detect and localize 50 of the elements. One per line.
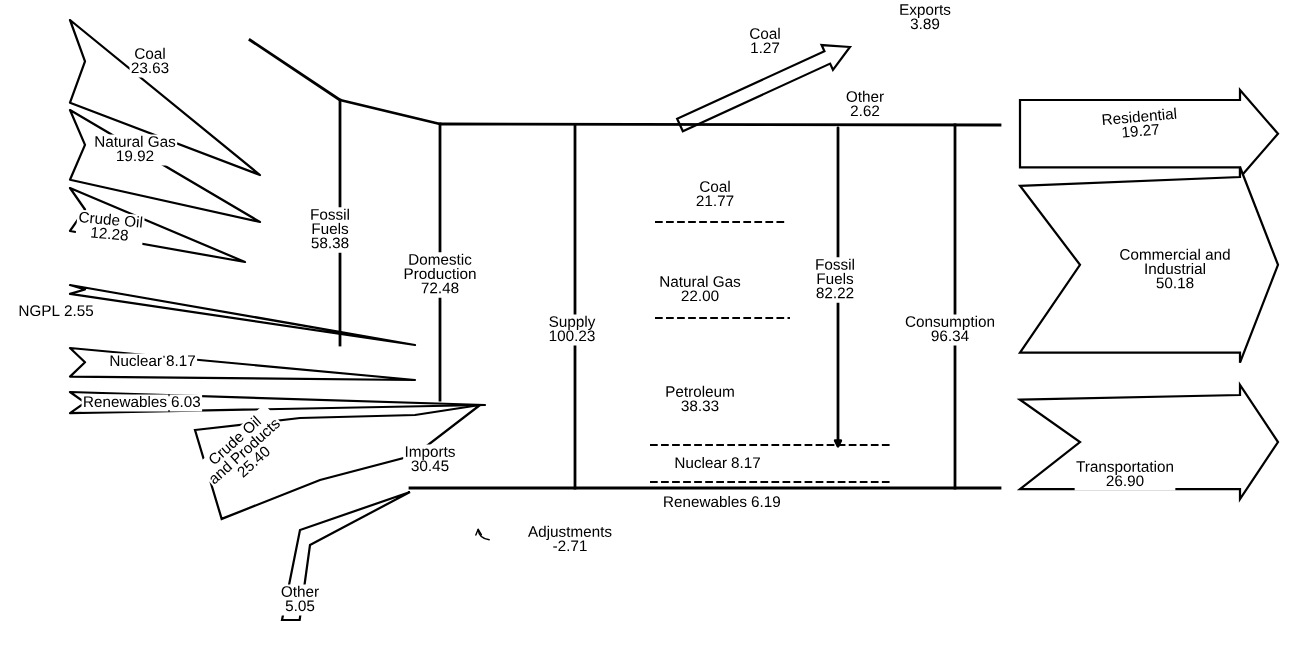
- data-label: 100.23: [549, 330, 595, 342]
- data-label: 8.17: [731, 457, 760, 469]
- data-label: 3.89: [910, 18, 940, 30]
- category-label: Other: [281, 585, 319, 597]
- data-label: 6.03: [171, 396, 201, 408]
- data-label: 19.92: [117, 150, 154, 162]
- category-label: Renewables: [84, 395, 167, 408]
- data-label: 2.55: [64, 305, 94, 317]
- category-label: Crude Oil: [78, 211, 143, 228]
- category-label: Nuclear: [110, 354, 162, 367]
- data-label: 50.18: [1156, 277, 1194, 289]
- data-label: 5.05: [285, 600, 315, 612]
- data-label: 58.38: [311, 237, 349, 249]
- category-label: NGPL: [19, 305, 60, 317]
- category-label: Fossil Fuels: [816, 258, 854, 285]
- category-label: Natural Gas: [660, 275, 741, 287]
- data-label: 38.33: [681, 400, 719, 412]
- data-label: 72.48: [421, 282, 459, 294]
- data-label: 96.34: [931, 330, 969, 342]
- category-label: Supply: [549, 315, 596, 330]
- category-label: Other: [846, 90, 884, 102]
- category-label: Natural Gas: [95, 135, 176, 147]
- data-label: 8.17: [166, 355, 195, 367]
- category-label: Coal: [750, 27, 780, 39]
- category-label: Nuclear: [675, 456, 727, 469]
- category-label: Fossil Fuels: [311, 208, 349, 235]
- category-label: Transportation: [1076, 460, 1173, 475]
- category-label: Coal: [700, 180, 730, 192]
- data-label: -2.71: [553, 540, 587, 552]
- data-label: 6.19: [751, 496, 781, 508]
- data-label: 2.62: [850, 105, 880, 117]
- data-label: 19.27: [1122, 123, 1160, 138]
- category-label: Renewables: [664, 495, 747, 508]
- category-label: Consumption: [905, 315, 995, 330]
- data-label: 21.77: [696, 195, 734, 207]
- category-label: Exports: [900, 4, 951, 18]
- category-label: Domestic Production: [404, 253, 476, 280]
- data-label: 30.45: [411, 460, 449, 472]
- data-label: 22.00: [681, 290, 719, 302]
- category-label: Imports: [405, 446, 455, 460]
- category-label: Petroleum: [666, 385, 734, 397]
- data-label: 12.28: [91, 226, 129, 241]
- category-label: Residential: [1102, 107, 1177, 126]
- data-label: 23.63: [131, 62, 169, 74]
- category-label: Coal: [135, 47, 165, 59]
- category-label: Commercial and Industrial: [1120, 248, 1230, 275]
- data-label: 1.27: [751, 42, 780, 54]
- category-label: Adjustments: [528, 525, 612, 540]
- data-label: 26.90: [1106, 475, 1144, 487]
- data-label: 82.22: [816, 287, 854, 299]
